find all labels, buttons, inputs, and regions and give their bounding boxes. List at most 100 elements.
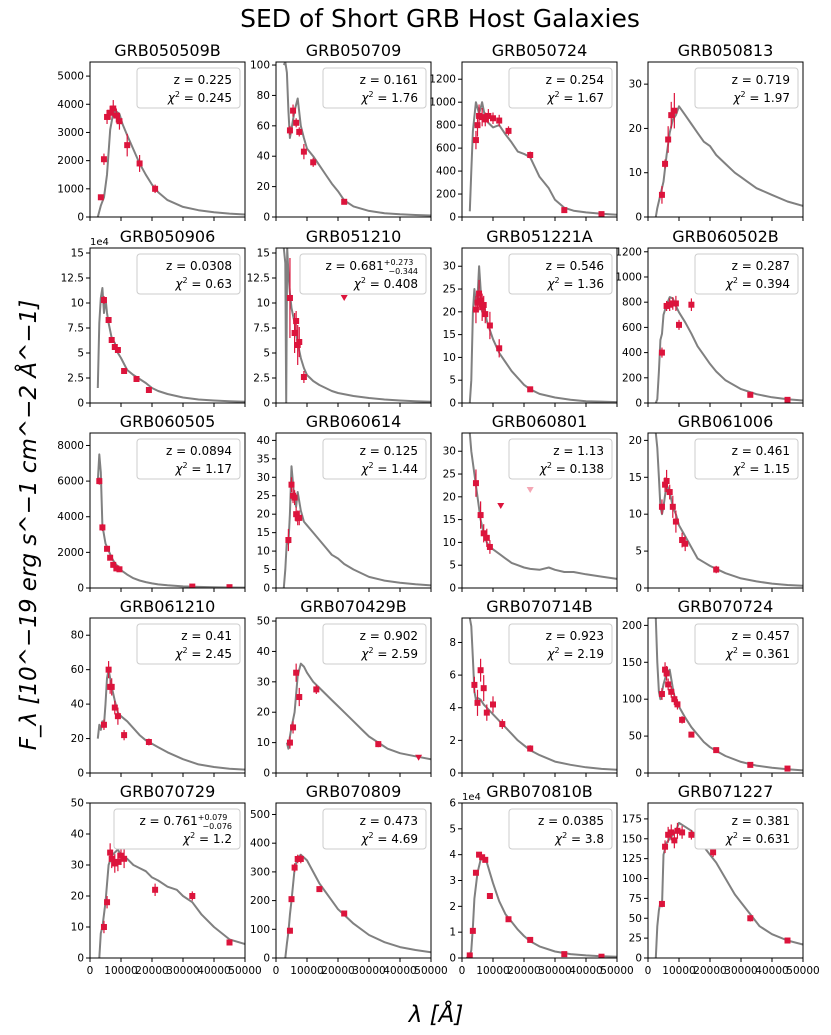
photometry-point bbox=[111, 704, 118, 711]
y-tick-label: 10 bbox=[257, 737, 270, 749]
y-tick-label: 4000 bbox=[57, 99, 84, 111]
model-sed-line bbox=[468, 433, 617, 580]
photometry-point bbox=[490, 115, 496, 122]
y-tick-label: 0 bbox=[449, 768, 456, 780]
x-tick-label: 10000 bbox=[662, 965, 695, 977]
y-tick-label: 800 bbox=[436, 120, 456, 132]
photometry-point bbox=[480, 530, 487, 537]
x-tick-label: 50000 bbox=[414, 965, 447, 977]
photometry-point bbox=[99, 524, 106, 531]
panel-title: GRB060801 bbox=[492, 412, 588, 431]
photometry-point bbox=[310, 159, 317, 166]
legend-chi2: χ2 = 0.631 bbox=[725, 831, 790, 846]
photometry-point bbox=[658, 900, 665, 907]
y-tick-label: 50 bbox=[71, 798, 84, 810]
photometry-point bbox=[505, 916, 512, 923]
photometry-point bbox=[97, 194, 104, 201]
model-sed-line bbox=[282, 465, 431, 588]
legend-box bbox=[694, 808, 799, 850]
photometry-point bbox=[291, 330, 298, 336]
photometry-point bbox=[561, 207, 568, 214]
legend-redshift: z = 0.719 bbox=[732, 73, 790, 87]
photometry-point bbox=[482, 116, 489, 123]
legend-box bbox=[322, 623, 427, 665]
y-tick-label: 0 bbox=[263, 212, 270, 224]
y-tick-label: 7.5 bbox=[253, 323, 270, 335]
legend-redshift: z = 0.41 bbox=[181, 629, 232, 643]
photometry-point bbox=[96, 478, 103, 485]
axes-frame bbox=[461, 61, 618, 218]
y-tick-label: 40 bbox=[257, 151, 270, 163]
legend-chi2: χ2 = 2.19 bbox=[546, 646, 604, 661]
photometry-point bbox=[107, 554, 114, 561]
x-tick-label: 10000 bbox=[476, 965, 509, 977]
y-tick-label: 20 bbox=[257, 707, 270, 719]
y-tick-label: 15 bbox=[257, 248, 270, 260]
y-tick-label: 5 bbox=[263, 348, 270, 360]
panel-grb060502b: GRB060502B 0 200 400 600 800 1000 1200 z = 0.287… bbox=[615, 227, 804, 410]
photometry-point bbox=[152, 185, 159, 192]
y-tick-label: 50 bbox=[257, 616, 270, 628]
legend-redshift: z = 0.923 bbox=[546, 629, 604, 643]
axes-frame bbox=[647, 61, 804, 218]
photometry-point bbox=[663, 670, 670, 677]
panel-title: GRB061006 bbox=[678, 412, 774, 431]
axes-frame bbox=[461, 617, 618, 774]
panel-grb050724: GRB050724 0 200 400 600 800 1000 1200 z = 0.254 χ… bbox=[429, 41, 618, 224]
photometry-point bbox=[341, 198, 348, 205]
photometry-point bbox=[669, 300, 676, 307]
photometry-point bbox=[668, 688, 675, 695]
y-tick-label: 0 bbox=[449, 953, 456, 965]
photometry-point bbox=[486, 543, 493, 550]
panel-grb070714b: GRB070714B 0 2 4 6 8 z = 0.923 χ2 = 2.19 bbox=[449, 597, 618, 780]
y-tick-label: 1000 bbox=[615, 271, 642, 283]
y-tick-label: 5 bbox=[449, 375, 456, 387]
y-tick-label: 5 bbox=[77, 348, 84, 360]
y-tick-label: 0 bbox=[449, 212, 456, 224]
legend-chi2: χ2 = 1.15 bbox=[732, 461, 790, 476]
model-sed-line bbox=[468, 101, 617, 216]
photometry-point bbox=[111, 344, 118, 350]
photometry-point bbox=[474, 122, 481, 129]
y-tick-label: 40 bbox=[71, 829, 84, 841]
axes-frame bbox=[89, 802, 246, 959]
axes-frame bbox=[275, 802, 432, 959]
photometry-point bbox=[688, 831, 695, 838]
figure-title: SED of Short GRB Host Galaxies bbox=[240, 4, 640, 33]
panel-title: GRB070810B bbox=[486, 782, 593, 801]
y-tick-label: 4 bbox=[449, 702, 456, 714]
axes-frame bbox=[275, 617, 432, 774]
panel-grb051221a: GRB051221A 0 5 10 15 20 25 30 z = 0.546 χ2 = 1.36 bbox=[443, 227, 618, 410]
photometry-point bbox=[121, 368, 128, 374]
y-tick-label: 600 bbox=[436, 143, 456, 155]
axes-frame bbox=[647, 802, 804, 959]
x-tick-label: 0 bbox=[645, 965, 652, 977]
legend-box bbox=[322, 808, 427, 850]
photometry-point bbox=[104, 545, 111, 552]
photometry-point bbox=[104, 113, 111, 120]
photometry-point bbox=[474, 699, 481, 706]
photometry-point bbox=[113, 565, 120, 572]
photometry-point bbox=[100, 156, 107, 163]
photometry-point bbox=[490, 701, 496, 708]
panel-title: GRB070729 bbox=[120, 782, 216, 801]
y-tick-label: 15 bbox=[257, 527, 270, 539]
photometry-point bbox=[100, 297, 107, 303]
panel-grb060505: GRB060505 0 2000 4000 6000 8000 z = 0.0894 χ2 =… bbox=[57, 412, 246, 595]
photometry-point bbox=[676, 321, 682, 328]
legend-box bbox=[322, 438, 427, 480]
y-tick-label: 0 bbox=[635, 583, 642, 595]
y-tick-label: 150 bbox=[622, 657, 642, 669]
photometry-point bbox=[104, 899, 111, 906]
y-tick-label: 0 bbox=[263, 768, 270, 780]
panel-grb070429b: GRB070429B 0 10 20 30 40 50 z = 0.902 χ2 = 2.59 bbox=[257, 597, 432, 780]
y-tick-label: 4000 bbox=[57, 511, 84, 523]
panel-grb070810b: GRB070810B 0 1 2 3 4 5 6 0 1000020000300004000050… bbox=[449, 782, 633, 977]
photometry-point bbox=[505, 127, 512, 134]
photometry-point bbox=[665, 136, 672, 143]
photometry-point bbox=[671, 107, 678, 114]
x-tick-label: 10000 bbox=[290, 965, 323, 977]
photometry-point bbox=[290, 107, 297, 114]
upper-limit-marker bbox=[415, 754, 423, 761]
y-tick-label: 5 bbox=[635, 546, 642, 558]
